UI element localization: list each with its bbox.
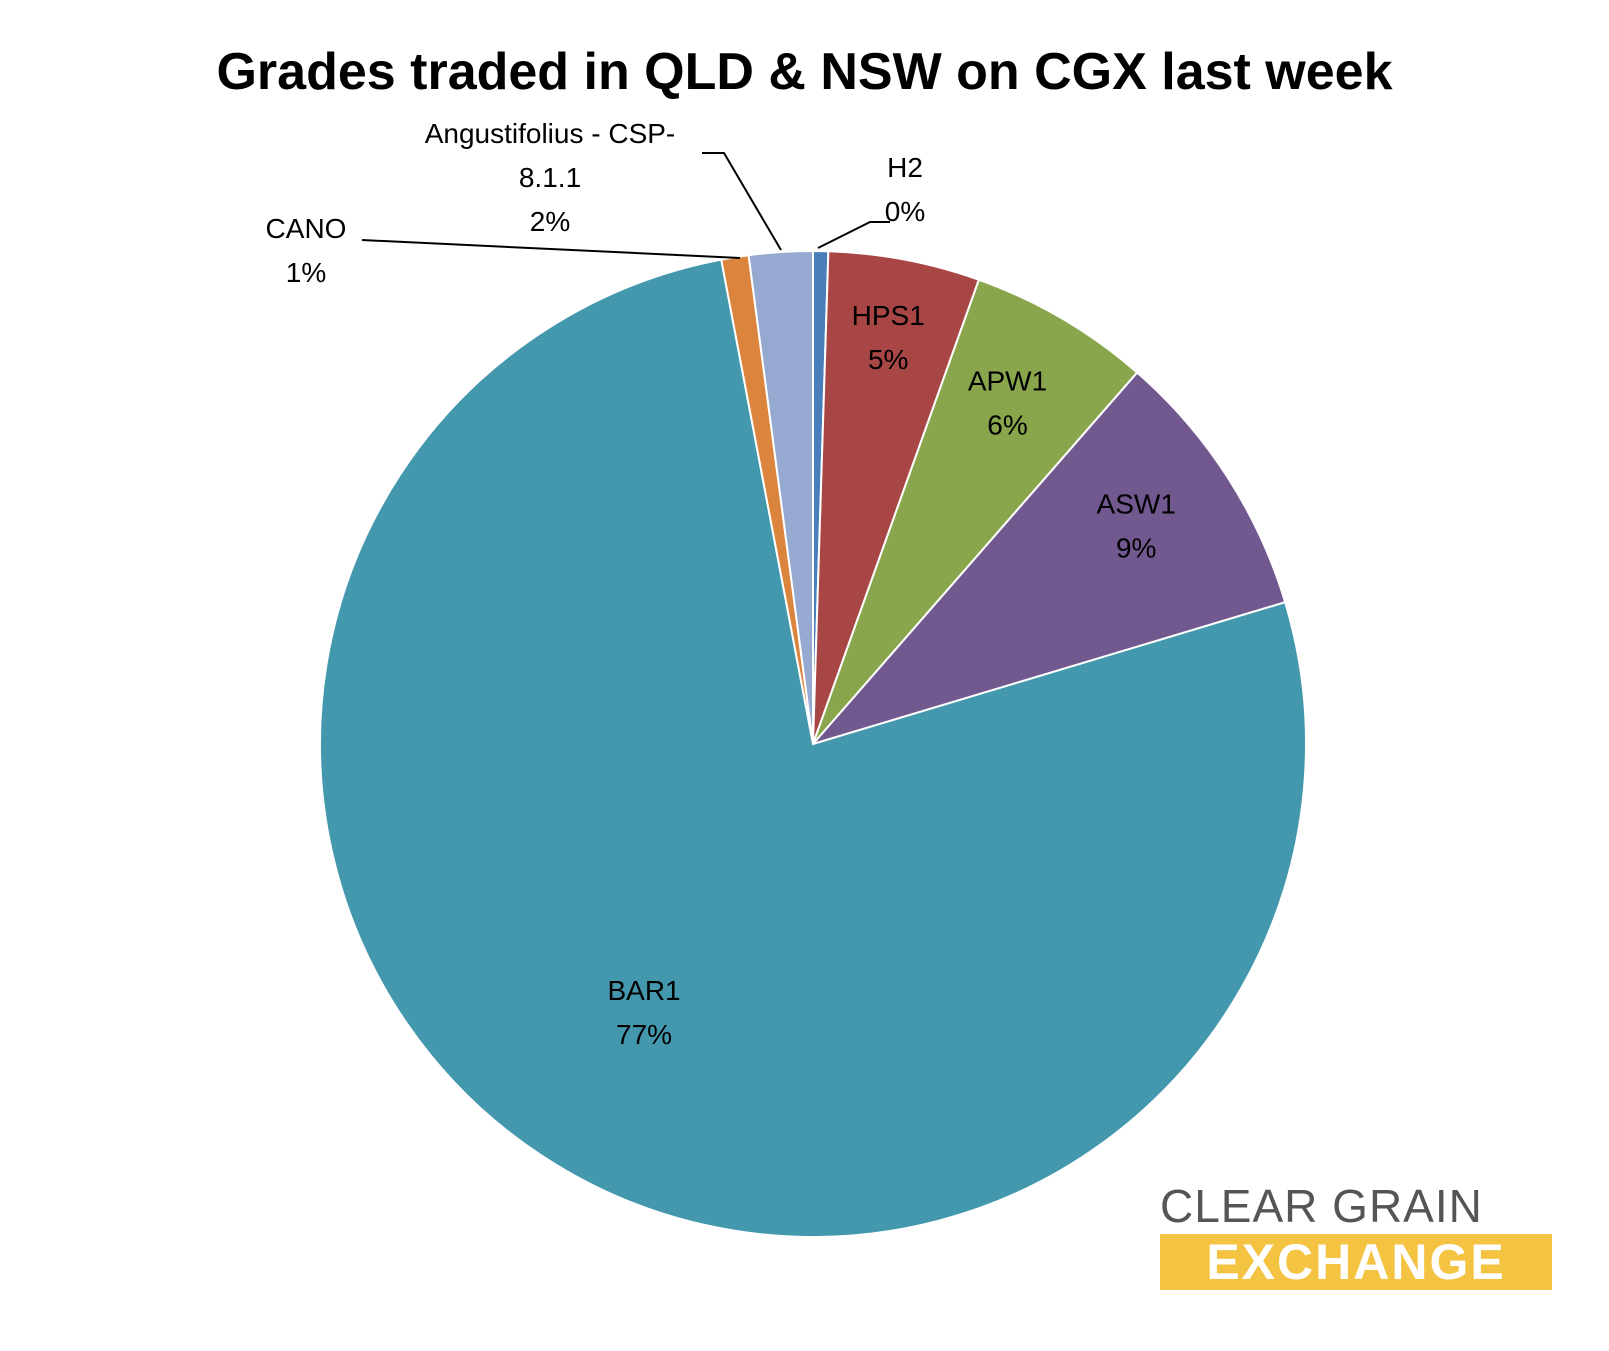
slice-label: BAR1 77% [607,975,680,1050]
logo-line-1: CLEAR GRAIN [1160,1180,1483,1232]
slice-label: CANO 1% [266,213,347,288]
clear-grain-exchange-logo: CLEAR GRAIN EXCHANGE [1160,1180,1560,1290]
pie-slice [318,258,1307,1238]
slice-labels: H2 0% HPS1 5% APW1 6% ASW1 9% BAR1 77% CANO 1% Angus… [266,118,1176,1050]
logo-line-2: EXCHANGE [1160,1234,1552,1290]
leader-line [361,239,741,259]
pie-slice [809,371,1287,746]
pie-slice [812,250,981,745]
slice-label: Angustifolius - CSP-8.1.1 2% [425,118,676,237]
leader-lines [361,152,890,259]
pie-slice [747,249,814,745]
slice-label: HPS1 5% [852,300,925,375]
leader-line [817,221,890,249]
leader-line [702,152,782,251]
pie-slices [318,249,1307,1238]
chart-title: Grades traded in QLD & NSW on CGX last w… [216,43,1393,101]
pie-slice [812,278,1139,745]
slice-label: ASW1 9% [1097,489,1176,564]
slice-label: APW1 6% [968,365,1047,440]
slice-label: H2 0% [885,152,925,227]
